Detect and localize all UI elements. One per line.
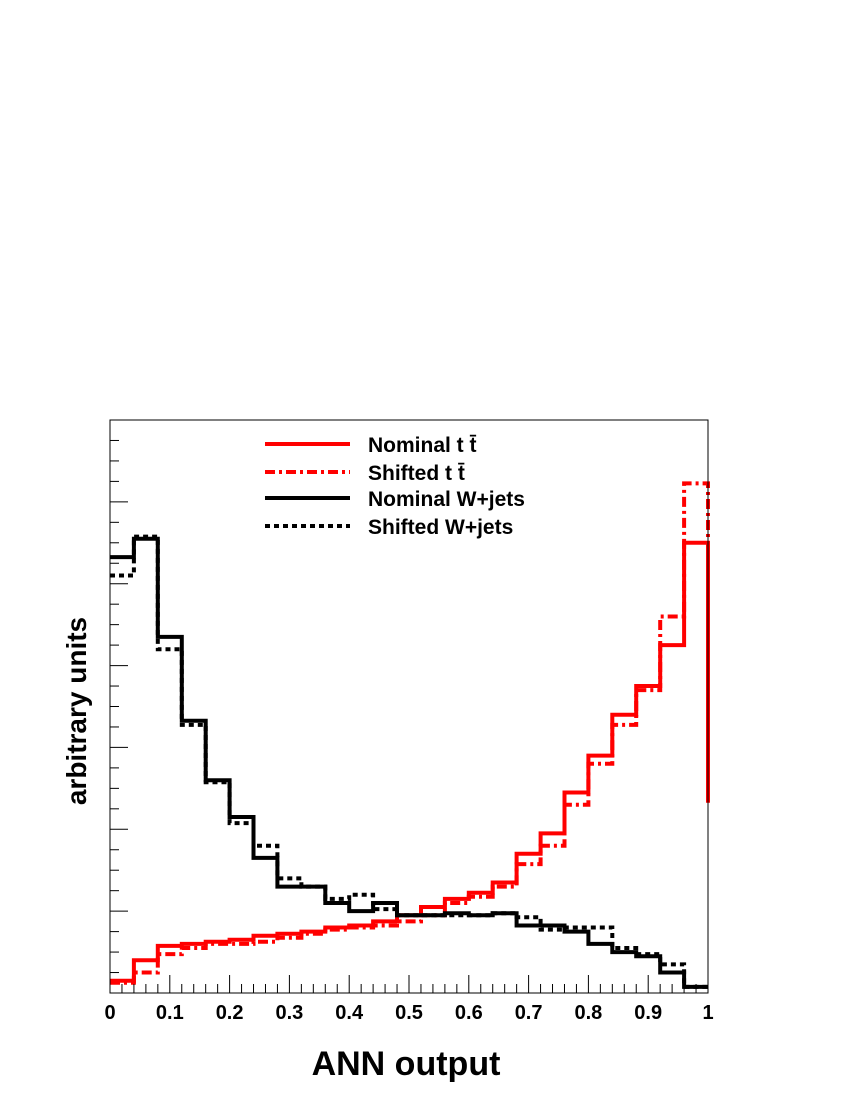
x-tick-label: 0.1 [156, 1002, 184, 1024]
legend-label-4: Shifted W+jets [368, 516, 513, 539]
y-axis-label: arbitrary units [61, 617, 92, 805]
series-4-histogram-line [110, 534, 708, 989]
x-tick-label: 0.2 [216, 1002, 244, 1024]
legend: Nominal t t̄ Shifted t t̄ Nominal W+jets Sh… [265, 434, 525, 539]
x-tick-label: 0.3 [275, 1002, 303, 1024]
x-tick-label: 0.4 [335, 1002, 364, 1024]
x-tick-label: 0.7 [515, 1002, 543, 1024]
legend-label-1: Nominal t t̄ [368, 434, 477, 457]
x-tick-label: 0.8 [574, 1002, 602, 1024]
x-tick-label: 0.9 [634, 1002, 662, 1024]
histogram-lines [110, 481, 710, 989]
x-tick-label: 0 [104, 1002, 115, 1024]
x-tick-label: 1 [702, 1002, 713, 1024]
x-tick-label: 0.5 [395, 1002, 423, 1024]
legend-label-3: Nominal W+jets [368, 488, 525, 511]
y-axis-ticks [110, 419, 128, 994]
x-axis-tick-labels: 0 0.1 0.2 0.3 0.4 0.5 0.6 0.7 0.8 0.9 1 [104, 1002, 713, 1024]
x-axis-ticks [109, 975, 709, 993]
x-tick-label: 0.6 [455, 1002, 483, 1024]
legend-label-2: Shifted t t̄ [368, 462, 465, 485]
x-axis-label: ANN output [312, 1045, 501, 1083]
